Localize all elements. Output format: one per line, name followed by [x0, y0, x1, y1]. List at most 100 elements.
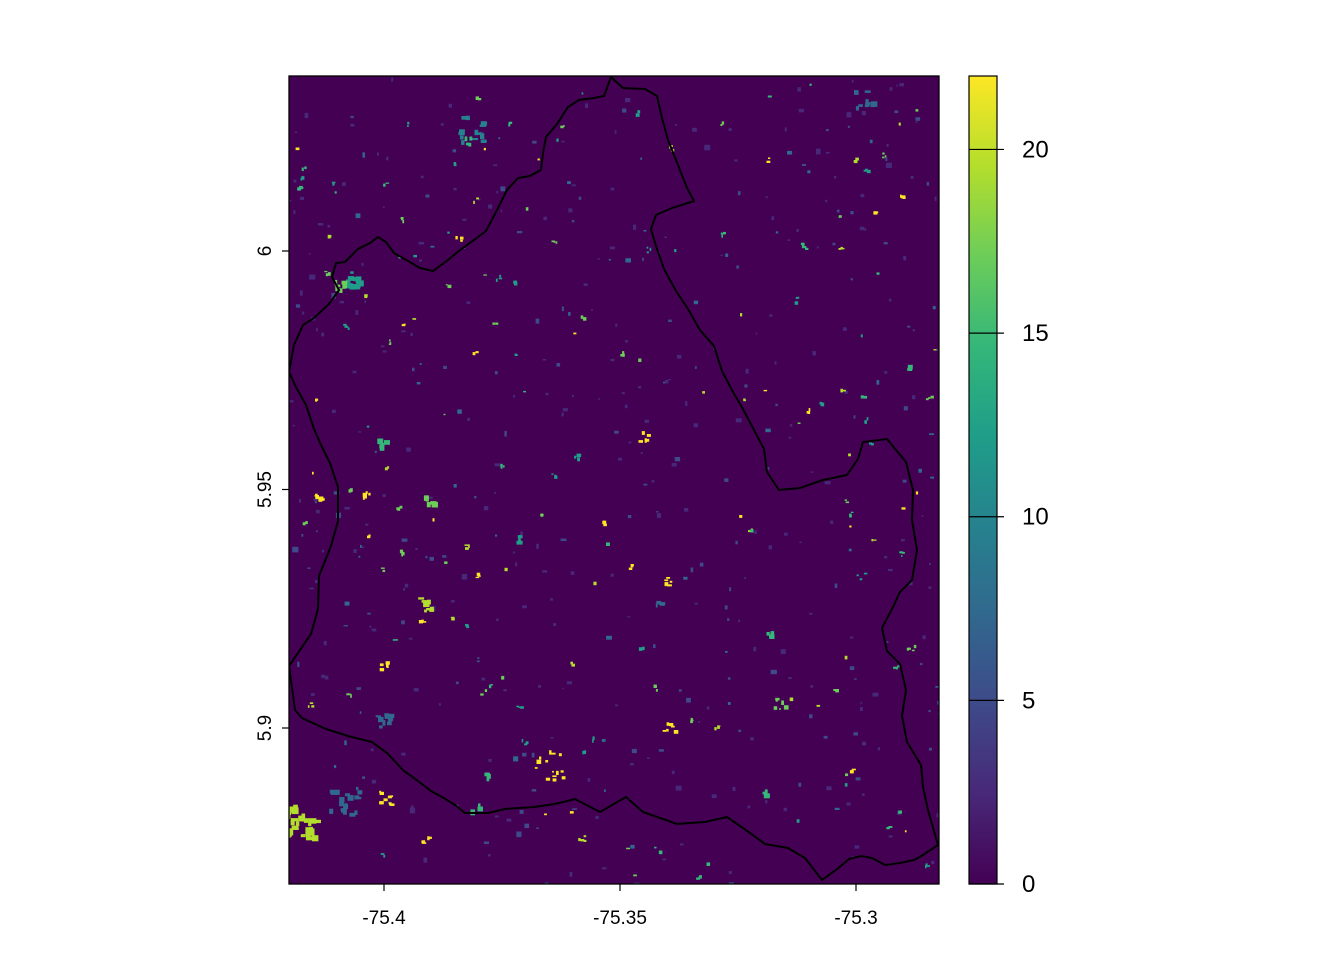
raster-cell: [343, 625, 348, 627]
raster-cell: [289, 806, 292, 814]
raster-cell: [312, 835, 319, 842]
raster-cell: [388, 713, 395, 718]
raster-cell: [816, 246, 819, 249]
raster-cell: [504, 430, 507, 437]
raster-cell: [915, 121, 918, 123]
raster-cell: [908, 647, 911, 650]
raster-cell: [633, 882, 640, 884]
raster-cell: [450, 616, 455, 619]
raster-cell: [884, 555, 888, 559]
raster-cell: [419, 259, 422, 262]
raster-cell: [495, 322, 499, 325]
raster-cell: [514, 353, 517, 355]
raster-cell: [391, 77, 394, 82]
raster-cell: [407, 121, 410, 125]
raster-cell: [399, 505, 403, 509]
raster-cell: [591, 309, 593, 311]
raster-cell: [787, 150, 793, 155]
raster-cell: [749, 529, 753, 531]
raster-cell: [552, 778, 557, 782]
raster-cell: [332, 183, 335, 186]
raster-cell: [855, 106, 859, 111]
raster-cell: [451, 600, 455, 603]
raster-cell: [498, 277, 503, 280]
raster-cell: [928, 586, 932, 589]
raster-cell: [864, 90, 871, 93]
raster-cell: [622, 353, 625, 357]
raster-cell: [675, 785, 682, 791]
raster-cell: [400, 217, 404, 220]
raster-cell: [863, 169, 867, 172]
raster-cell: [475, 132, 482, 135]
raster-cell: [443, 413, 446, 416]
raster-cell: [932, 306, 936, 310]
raster-cell: [671, 770, 675, 774]
raster-cell: [483, 506, 489, 511]
raster-cell: [560, 770, 564, 773]
raster-cell: [488, 854, 491, 857]
raster-cell: [592, 739, 594, 743]
raster-cell: [561, 306, 564, 312]
raster-cell: [735, 540, 738, 545]
raster-cell: [578, 838, 581, 842]
raster-cell: [847, 125, 850, 128]
raster-cell: [690, 720, 693, 724]
raster-cell: [515, 562, 518, 567]
raster-cell: [377, 438, 384, 445]
raster-cell: [826, 786, 832, 791]
raster-cell: [508, 122, 511, 127]
raster-cell: [673, 730, 679, 734]
raster-cell: [440, 123, 444, 126]
raster-cell: [853, 732, 858, 736]
raster-cell: [569, 811, 574, 814]
raster-cell: [877, 747, 881, 751]
raster-cell: [531, 752, 535, 758]
raster-cell: [832, 242, 836, 246]
raster-cell: [798, 108, 804, 113]
raster-cell: [401, 752, 406, 756]
raster-cell: [315, 493, 318, 497]
raster-cell: [870, 443, 874, 446]
raster-cell: [706, 862, 711, 866]
raster-cell: [492, 322, 496, 325]
raster-cell: [562, 687, 564, 690]
raster-cell: [866, 417, 869, 421]
y-tick-label: 5.95: [255, 471, 276, 508]
raster-cell: [875, 211, 879, 214]
raster-cell: [385, 182, 390, 184]
raster-cell: [309, 702, 314, 704]
raster-cell: [466, 142, 471, 146]
raster-cell: [388, 719, 391, 725]
raster-cell: [371, 628, 377, 632]
raster-cell: [361, 262, 364, 266]
raster-cell: [360, 544, 362, 548]
raster-cell: [399, 549, 404, 554]
raster-cell: [903, 255, 907, 261]
raster-cell: [921, 515, 924, 517]
raster-cell: [493, 164, 498, 167]
x-tick-label: -75.4: [362, 908, 406, 929]
raster-cell: [386, 662, 389, 668]
raster-cell: [658, 749, 664, 752]
raster-cell: [740, 313, 743, 317]
raster-cell: [357, 280, 364, 287]
raster-cell: [622, 108, 627, 113]
raster-cell: [390, 803, 395, 806]
raster-cell: [415, 548, 418, 551]
raster-cell: [346, 279, 351, 284]
raster-cell: [350, 123, 355, 127]
raster-cell: [750, 737, 754, 741]
raster-cell: [348, 277, 355, 281]
raster-cell: [408, 637, 413, 640]
raster-cell: [520, 531, 523, 535]
raster-cell: [568, 208, 573, 213]
raster-cell: [748, 530, 752, 533]
raster-cell: [929, 433, 934, 435]
raster-cell: [423, 857, 428, 863]
raster-cell: [882, 156, 885, 159]
raster-cell: [421, 619, 424, 623]
raster-cell: [465, 115, 470, 121]
raster-cell: [572, 808, 577, 810]
raster-cell: [466, 625, 470, 629]
raster-cell: [724, 605, 728, 610]
